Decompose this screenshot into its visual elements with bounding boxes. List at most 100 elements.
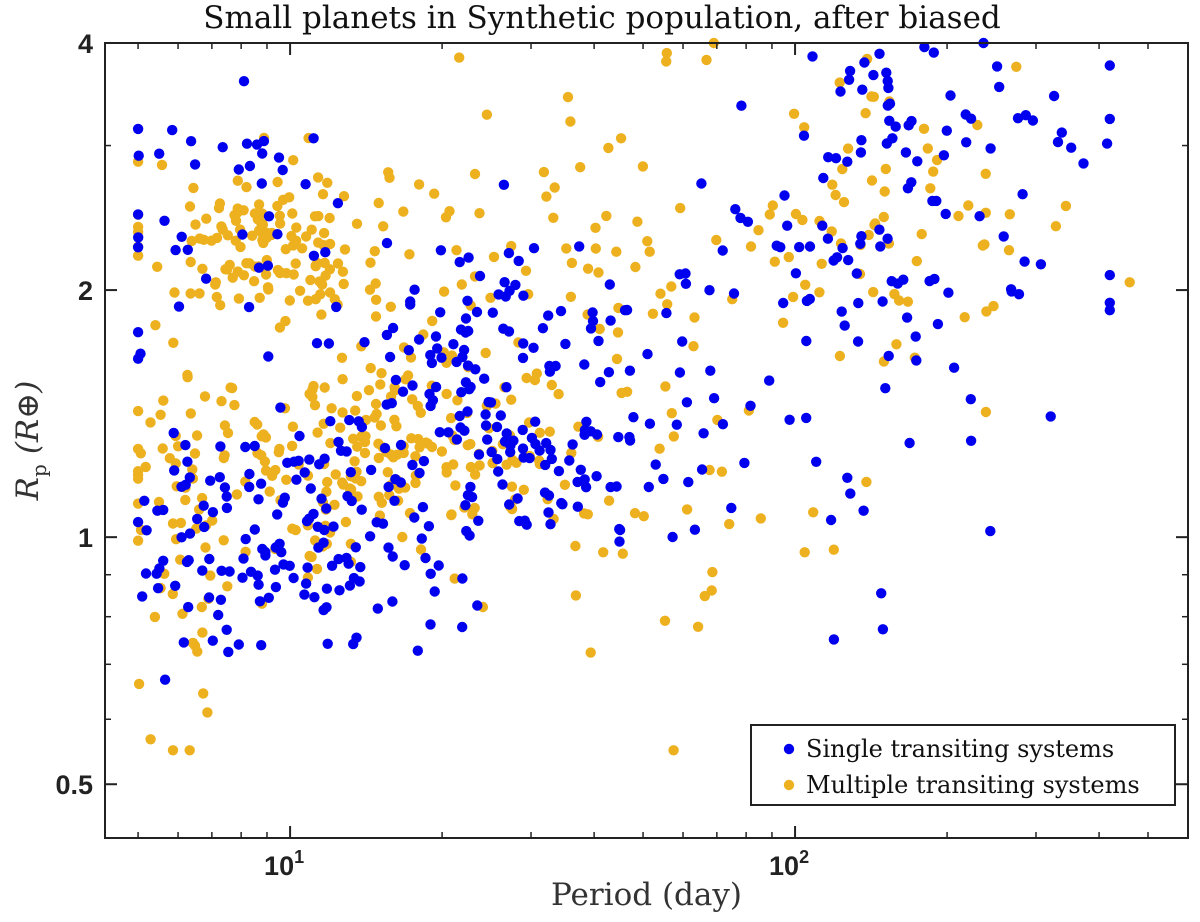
multiple-point	[724, 518, 735, 530]
single-point	[518, 338, 529, 349]
single-point	[170, 580, 181, 591]
single-point	[739, 457, 750, 469]
single-point	[430, 331, 442, 342]
single-point	[249, 524, 260, 535]
single-point	[835, 86, 846, 97]
multiple-point	[185, 408, 196, 419]
single-point	[425, 619, 436, 630]
multiple-point	[167, 518, 179, 529]
single-point	[844, 65, 856, 77]
multiple-point	[808, 507, 819, 518]
multiple-point	[253, 199, 265, 210]
single-point	[254, 596, 266, 607]
multiple-point	[270, 464, 281, 476]
single-point	[874, 224, 885, 235]
single-point	[498, 179, 510, 190]
single-point	[698, 428, 709, 439]
single-point	[901, 312, 913, 323]
multiple-point	[655, 288, 666, 299]
multiple-point	[258, 237, 269, 249]
multiple-point	[838, 196, 850, 208]
multiple-point	[302, 295, 314, 306]
single-point	[1019, 256, 1030, 267]
single-point	[843, 74, 855, 86]
multiple-point	[797, 214, 808, 226]
single-point	[305, 483, 316, 494]
multiple-point	[284, 295, 295, 306]
multiple-point	[322, 476, 333, 488]
single-point	[974, 211, 985, 222]
multiple-point	[256, 431, 267, 442]
single-point	[389, 495, 400, 506]
multiple-point	[544, 426, 555, 437]
multiple-point	[351, 390, 363, 402]
multiple-point	[384, 172, 395, 183]
multiple-point	[365, 257, 376, 268]
single-point	[260, 546, 271, 558]
multiple-point	[155, 409, 166, 420]
multiple-point	[259, 456, 271, 467]
chart-title: Small planets in Synthetic population, a…	[203, 0, 1001, 36]
single-point	[460, 377, 472, 388]
single-point	[309, 592, 320, 603]
single-point	[778, 297, 789, 309]
single-point	[572, 501, 583, 512]
single-point	[318, 537, 329, 548]
single-point	[882, 100, 893, 111]
multiple-point	[911, 255, 922, 267]
single-point	[945, 90, 956, 101]
multiple-point	[692, 621, 704, 632]
single-point	[409, 512, 420, 523]
single-point	[299, 467, 310, 478]
multiple-point	[188, 182, 199, 194]
single-point	[1101, 138, 1113, 149]
multiple-point	[376, 368, 387, 379]
multiple-point	[980, 168, 991, 179]
multiple-point	[191, 430, 203, 441]
multiple-point	[451, 245, 462, 256]
multiple-point	[769, 256, 780, 267]
single-point	[433, 560, 444, 571]
single-point	[823, 152, 834, 163]
single-point	[900, 147, 912, 158]
multiple-point	[317, 189, 329, 200]
single-point	[262, 260, 274, 271]
single-point	[257, 148, 268, 159]
multiple-point	[767, 200, 778, 211]
single-point	[513, 255, 524, 267]
multiple-point	[338, 191, 350, 202]
single-point	[517, 443, 529, 454]
single-point	[333, 553, 344, 565]
multiple-point	[274, 443, 285, 455]
multiple-point	[382, 467, 393, 478]
multiple-point	[241, 258, 252, 269]
multiple-point	[337, 266, 349, 277]
multiple-point	[180, 494, 191, 506]
multiple-point	[704, 464, 715, 476]
multiple-point	[222, 230, 233, 241]
multiple-point	[404, 249, 415, 260]
single-point	[807, 51, 818, 62]
single-point	[985, 525, 996, 537]
multiple-point	[201, 213, 212, 224]
single-point	[842, 472, 853, 483]
single-point	[462, 406, 473, 417]
multiple-point	[329, 499, 340, 510]
single-point	[1045, 411, 1056, 422]
single-point	[495, 410, 506, 421]
multiple-point	[226, 382, 238, 394]
multiple-point	[339, 244, 351, 255]
multiple-point	[313, 210, 324, 222]
single-point	[456, 387, 467, 398]
multiple-point	[753, 225, 764, 236]
single-point	[200, 273, 212, 284]
single-point	[344, 414, 355, 426]
multiple-point	[152, 261, 163, 272]
single-point	[994, 81, 1005, 93]
single-point	[874, 48, 885, 59]
multiple-point	[197, 263, 208, 274]
multiple-point	[834, 350, 846, 362]
multiple-point	[306, 551, 317, 563]
multiple-point	[925, 183, 936, 194]
single-point	[545, 444, 556, 456]
